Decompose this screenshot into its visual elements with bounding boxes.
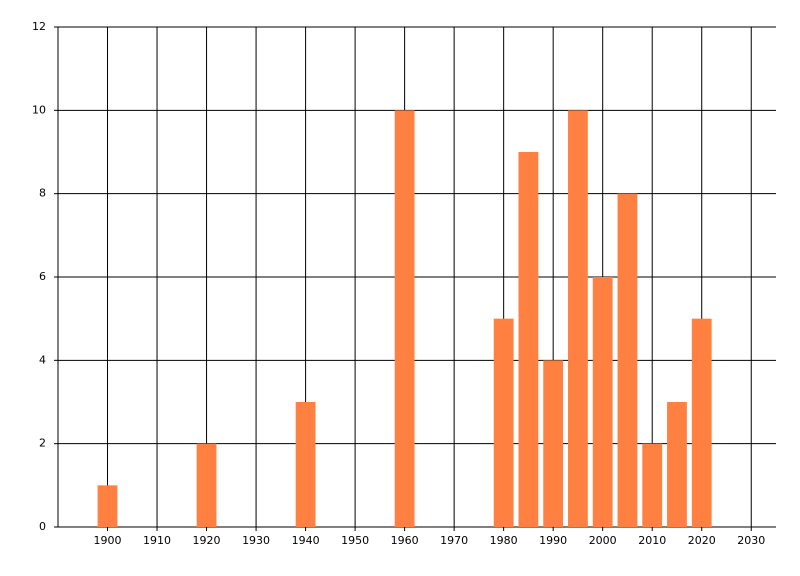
- x-tick-label: 2000: [589, 534, 617, 547]
- bar: [394, 110, 415, 527]
- bar: [196, 443, 217, 527]
- x-tick-label: 1970: [440, 534, 468, 547]
- bar: [493, 318, 514, 527]
- bar: [667, 402, 687, 527]
- x-tick-label: 1990: [539, 534, 567, 547]
- bar: [568, 110, 588, 527]
- x-tick-label: 1960: [391, 534, 419, 547]
- bar: [543, 360, 564, 527]
- x-tick-label: 2020: [688, 534, 716, 547]
- y-tick-label: 6: [39, 270, 46, 283]
- x-tick-label: 1950: [341, 534, 369, 547]
- bar: [642, 443, 663, 527]
- x-tick-label: 2010: [638, 534, 666, 547]
- y-tick-label: 4: [39, 353, 46, 366]
- bar: [592, 277, 613, 527]
- x-tick-label: 1930: [242, 534, 270, 547]
- bar: [617, 193, 638, 527]
- x-tick-label: 1910: [143, 534, 171, 547]
- x-tick-label: 1920: [193, 534, 221, 547]
- y-tick-label: 12: [32, 20, 46, 33]
- y-tick-label: 8: [39, 187, 46, 200]
- x-tick-label: 1900: [94, 534, 122, 547]
- y-tick-label: 0: [39, 520, 46, 533]
- y-tick-label: 10: [32, 103, 46, 116]
- x-tick-label: 1980: [490, 534, 518, 547]
- bar: [691, 318, 712, 527]
- bar: [518, 152, 539, 527]
- bar: [295, 402, 316, 527]
- x-tick-label: 2030: [737, 534, 765, 547]
- bar: [97, 485, 118, 527]
- y-tick-label: 2: [39, 437, 46, 450]
- x-tick-label: 1940: [292, 534, 320, 547]
